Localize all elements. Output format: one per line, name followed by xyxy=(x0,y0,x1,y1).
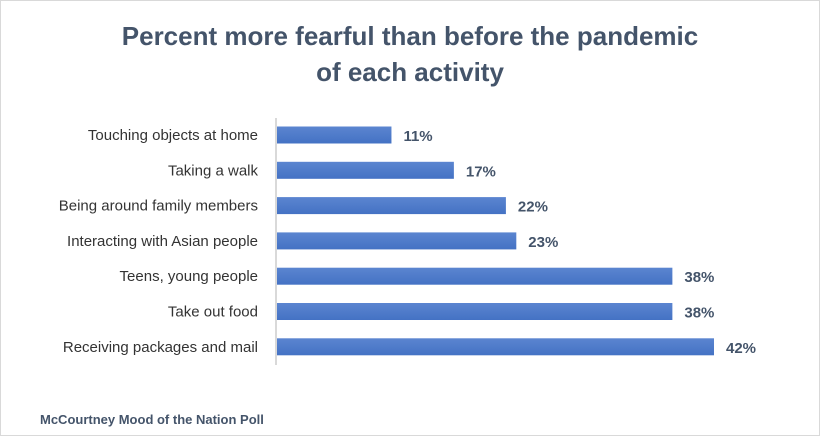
bar xyxy=(277,126,392,144)
chart-title-line-2: of each activity xyxy=(316,57,504,87)
value-label: 11% xyxy=(403,128,432,145)
category-label: Receiving packages and mail xyxy=(63,339,258,356)
category-label: Take out food xyxy=(168,304,258,321)
bar xyxy=(277,338,714,356)
category-label: Taking a walk xyxy=(168,162,259,179)
category-label: Being around family members xyxy=(59,198,258,215)
chart-title: Percent more fearful than before the pan… xyxy=(0,18,820,90)
category-label: Touching objects at home xyxy=(88,127,258,144)
bar xyxy=(277,267,673,285)
value-label: 17% xyxy=(466,163,496,180)
value-label: 22% xyxy=(518,199,548,216)
source-note: McCourtney Mood of the Nation Poll xyxy=(40,412,264,427)
value-label: 38% xyxy=(684,269,714,286)
value-label: 23% xyxy=(528,234,558,251)
value-label: 42% xyxy=(726,340,756,357)
bar xyxy=(277,232,517,250)
value-label: 38% xyxy=(684,305,714,322)
bar xyxy=(277,197,506,215)
chart-title-line-1: Percent more fearful than before the pan… xyxy=(121,21,699,51)
category-label: Interacting with Asian people xyxy=(67,233,258,250)
category-label: Teens, young people xyxy=(120,268,258,285)
bar xyxy=(277,303,673,320)
bar xyxy=(277,161,454,179)
